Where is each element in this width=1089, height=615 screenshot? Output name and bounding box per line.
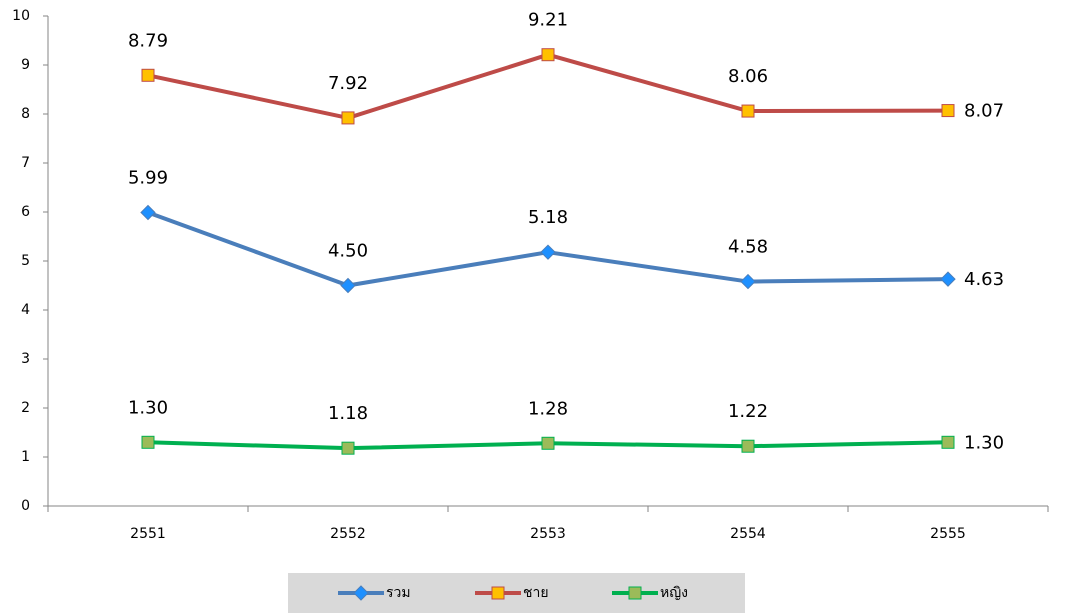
y-tick-label: 9 [21, 57, 30, 73]
data-point [141, 205, 155, 219]
data-point [341, 279, 355, 293]
value-label: 5.99 [128, 167, 168, 188]
legend-label: หญิง [660, 585, 688, 601]
x-tick-label: 2554 [730, 526, 766, 542]
x-tick-label: 2552 [330, 526, 366, 542]
series-line [148, 55, 948, 118]
data-point [742, 440, 754, 452]
y-tick-label: 1 [21, 449, 30, 465]
value-label: 4.50 [328, 241, 368, 262]
legend-marker [629, 587, 641, 599]
value-label: 9.21 [528, 10, 568, 31]
x-tick-label: 2553 [530, 526, 566, 542]
y-tick-label: 10 [12, 8, 30, 24]
data-point [342, 112, 354, 124]
value-label: 8.07 [964, 101, 1004, 122]
data-point [742, 105, 754, 117]
value-label: 4.58 [728, 237, 768, 258]
value-label: 8.79 [128, 30, 168, 51]
chart: 0 1 2 3 4 5 6 7 8 9 10 2551 2552 2553 2554 2555 5.99 4.50… [0, 0, 1089, 615]
data-point [941, 272, 955, 286]
y-tick-label: 8 [21, 106, 30, 122]
value-label: 8.06 [728, 66, 768, 87]
y-tick-label: 5 [21, 253, 30, 269]
value-label: 7.92 [328, 73, 368, 94]
value-label: 1.30 [128, 397, 168, 418]
y-tick-label: 3 [21, 351, 30, 367]
value-label: 1.28 [528, 398, 568, 419]
x-tick-label: 2555 [930, 526, 966, 542]
y-tick-label: 2 [21, 400, 30, 416]
value-label: 1.18 [328, 403, 368, 424]
value-label: 5.18 [528, 207, 568, 228]
y-tick-label: 4 [21, 302, 30, 318]
data-point [542, 49, 554, 61]
y-tick-label: 6 [21, 204, 30, 220]
data-point [942, 436, 954, 448]
data-point [142, 436, 154, 448]
data-point [342, 442, 354, 454]
x-tick-label: 2551 [130, 526, 166, 542]
value-label: 1.22 [728, 401, 768, 422]
data-point [942, 105, 954, 117]
data-point [541, 245, 555, 259]
data-point [542, 437, 554, 449]
data-point [741, 275, 755, 289]
value-label: 1.30 [964, 432, 1004, 453]
legend-marker [492, 587, 504, 599]
legend-label: ชาย [523, 585, 549, 601]
y-tick-label: 0 [21, 498, 30, 514]
value-label: 4.63 [964, 269, 1004, 290]
y-tick-label: 7 [21, 155, 30, 171]
legend-label: รวม [386, 585, 411, 601]
data-point [142, 69, 154, 81]
